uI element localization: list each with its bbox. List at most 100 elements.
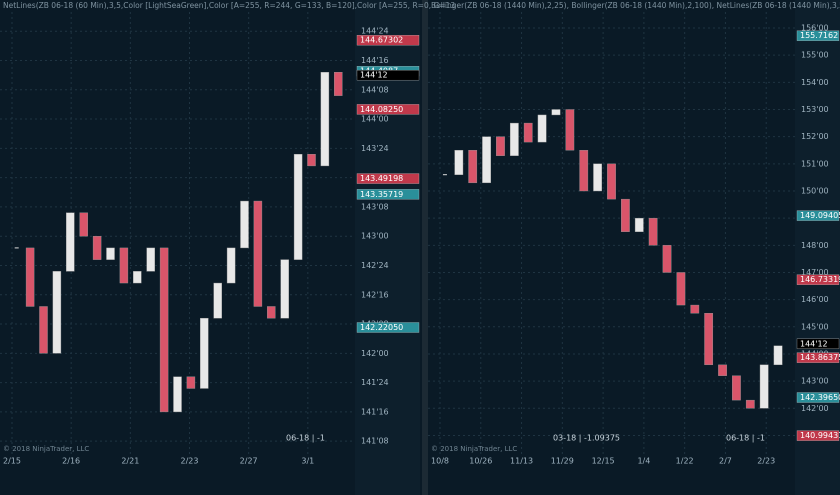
contract-label: 06-18 | -1 (726, 434, 765, 443)
axis-strip (795, 0, 840, 495)
candle (593, 163, 602, 192)
price-tag-label: 155.7162 (800, 31, 838, 40)
price-tag-label: 144'12 (360, 71, 388, 80)
price-tag (356, 69, 420, 81)
price-tag-label: 149.09405 (800, 211, 840, 220)
price-tag (796, 430, 840, 441)
price-tag-label: 143.49198 (360, 174, 403, 183)
candle (79, 212, 88, 237)
candle (320, 72, 330, 167)
price-tag (796, 30, 840, 41)
candle (537, 114, 547, 143)
price-label: 141'24 (361, 378, 389, 387)
time-label: 1/22 (676, 457, 694, 466)
price-label: 142'24 (361, 261, 389, 270)
price-label: 144'16 (361, 56, 389, 65)
price-tag (796, 338, 840, 349)
candle (704, 313, 714, 366)
price-label: 146'00 (801, 295, 829, 304)
price-label: 148'00 (801, 241, 829, 250)
price-label: 153'00 (801, 105, 829, 114)
candle (509, 122, 519, 156)
price-label: 141'16 (361, 407, 389, 416)
price-tag-label: 142.39650 (800, 393, 840, 402)
price-tag-label: 144'12 (800, 339, 828, 348)
indicator-header: NetLines(ZB 06-18 (60 Min),3,5,Color [Li… (3, 1, 455, 10)
roll-label: 03-18 | -1.09375 (553, 434, 620, 443)
candle (307, 154, 316, 167)
copyright: © 2018 NinjaTrader, LLC (3, 445, 89, 453)
price-label: 143'08 (361, 202, 389, 211)
price-tag (356, 35, 420, 46)
candle (551, 109, 561, 116)
contract-label: 06-18 | -1 (286, 434, 325, 443)
candle (454, 150, 464, 175)
price-label: 141'08 (361, 437, 389, 446)
candle (267, 306, 276, 319)
candle (106, 247, 115, 260)
price-label: 144'00 (361, 115, 389, 124)
candle (468, 150, 478, 184)
price-tag (796, 274, 840, 285)
time-label: 10/26 (469, 457, 492, 466)
price-label: 155'00 (801, 51, 829, 60)
candle (119, 247, 129, 284)
time-label: 2/21 (121, 457, 139, 466)
price-tag-label: 144.67302 (360, 36, 403, 45)
candle (690, 304, 700, 314)
copyright: © 2018 NinjaTrader, LLC (431, 445, 517, 453)
candle (293, 154, 303, 260)
candle (662, 245, 672, 273)
price-tag-label: 142.22050 (360, 323, 403, 332)
candle (773, 345, 783, 366)
price-tag (356, 173, 420, 184)
price-tag (356, 189, 420, 200)
price-label: 143'00 (361, 232, 389, 241)
price-label: 142'16 (361, 290, 389, 299)
candle (52, 271, 62, 354)
candle (25, 247, 35, 307)
indicator-header: Bollinger(ZB 06-18 (1440 Min),2,25), Bol… (431, 1, 840, 10)
time-label: 2/27 (240, 457, 258, 466)
candle (146, 247, 155, 272)
axis-strip (355, 0, 420, 495)
candle (496, 136, 505, 156)
candle (676, 272, 686, 306)
candle (213, 282, 222, 319)
price-tag-label: 144.08250 (360, 105, 403, 114)
price-tag (356, 104, 420, 115)
price-tag-label: 143.35719 (360, 190, 403, 199)
time-label: 2/16 (62, 457, 80, 466)
price-label: 156'00 (801, 24, 829, 33)
price-label: 142'00 (361, 349, 389, 358)
time-label: 12/15 (592, 457, 615, 466)
candle (634, 217, 644, 232)
time-label: 3/1 (301, 457, 314, 466)
time-label: 2/23 (757, 457, 775, 466)
candle (565, 109, 575, 151)
price-tag (796, 210, 840, 221)
candle (280, 259, 289, 319)
price-label: 142'00 (801, 404, 829, 413)
candle (200, 317, 209, 389)
price-label: 144'08 (361, 85, 389, 94)
time-label: 2/7 (719, 457, 732, 466)
time-label: 2/15 (3, 457, 21, 466)
time-label: 2/23 (181, 457, 199, 466)
candle (186, 376, 196, 389)
price-label: 150'00 (801, 186, 829, 195)
candle (718, 364, 727, 376)
candle (621, 198, 630, 232)
candle (253, 200, 263, 307)
price-label: 143'00 (801, 377, 829, 386)
price-tag-label: 146.73319 (800, 275, 840, 284)
price-tag (796, 392, 840, 403)
candle (240, 200, 249, 249)
price-tag (356, 322, 420, 333)
candle (579, 150, 589, 192)
candle (482, 136, 491, 184)
price-label: 145'00 (801, 322, 829, 331)
price-label: 143'24 (361, 144, 389, 153)
candle (523, 122, 533, 143)
